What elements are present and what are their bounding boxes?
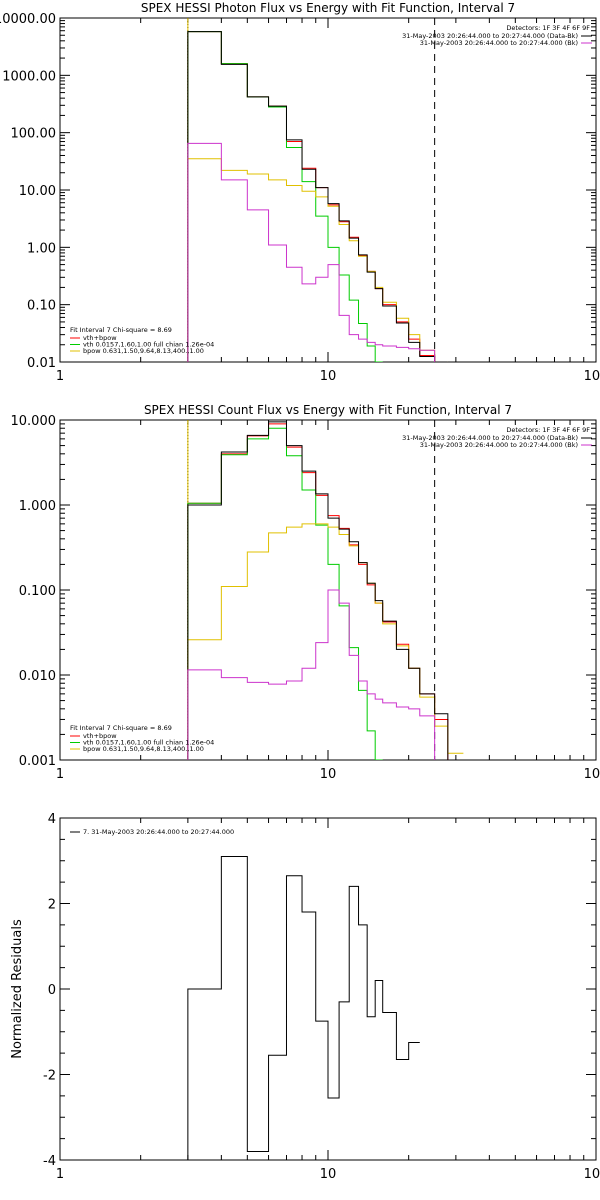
series-group [187,31,448,362]
fit-title: Fit Interval 7 Chi-square = 8.69 [70,326,172,334]
chart-panel-3: 1 10 100 -4 -2 0 2 4 Normalized Residuals 7. 31-M… [10,812,600,1182]
series-4 [187,142,436,362]
series-group [187,855,420,1160]
y-tick-label: 10.00 [19,184,56,199]
chart-title: SPEX HESSI Photon Flux vs Energy with Fi… [141,1,515,15]
series-3 [187,421,449,760]
fit-legend-entry: bpow 0.631,1.50,9.64,8.13,400.,1.00 [83,347,204,355]
y-tick-label: 1000.00 [2,69,56,84]
series-vth-bpow [187,423,449,760]
y-tick-label: 0 [48,983,56,998]
legend-top-entry: 31-May-2003 20:26:44.000 to 20:27:44.000… [402,434,578,442]
series-0 [187,855,420,1160]
x-tick-label: 100 [584,1167,600,1182]
series-4 [187,589,436,760]
fit-legend-entry: vth+bpow [83,732,117,740]
series-group [187,421,464,760]
y-tick-label: 0.010 [19,669,56,684]
x-tick-label: 1 [56,767,64,782]
y-tick-label: 4 [48,812,56,827]
y-tick-label: 0.01 [27,356,56,371]
y-tick-label: 2 [48,898,56,913]
y-tick-label: 0.10 [27,299,56,314]
y-axis-label: Normalized Residuals [10,919,25,1059]
y-tick-label: 0.001 [19,754,56,769]
legend-top-entry: 31-May-2003 20:26:44.000 to 20:27:44.000… [420,441,578,449]
y-tick-label: 0.100 [19,584,56,599]
series-bpow [187,523,464,760]
chart-panel-1: SPEX HESSI Photon Flux vs Energy with Fi… [0,1,600,384]
x-tick-label: 1 [56,1167,64,1182]
legend-top-entry: 31-May-2003 20:26:44.000 to 20:27:44.000… [420,39,578,47]
fit-legend-entry: vth 0.0157,1.60,1.00 full chian 1.26e-04 [83,341,214,349]
x-tick-label: 10 [320,767,337,782]
detectors-label: Detectors: 1F 3F 4F 6F 9F [506,426,590,434]
series-vth [187,427,383,760]
y-tick-label: 1.000 [19,499,56,514]
detectors-label: Detectors: 1F 3F 4F 6F 9F [506,24,590,32]
y-tick-label: 10000.00 [0,12,56,27]
y-tick-label: -2 [43,1069,56,1084]
fit-legend-entry: vth+bpow [83,334,117,342]
chart-title: SPEX HESSI Count Flux vs Energy with Fit… [144,403,512,417]
series-3 [187,31,448,362]
y-tick-label: -4 [43,1154,56,1169]
chart-panel-2: SPEX HESSI Count Flux vs Energy with Fit… [11,403,600,782]
series-vth [187,31,383,362]
fit-legend-entry: vth 0.0157,1.60,1.00 full chian 1.26e-04 [83,739,214,747]
legend-top-entry: 31-May-2003 20:26:44.000 to 20:27:44.000… [402,32,578,40]
x-tick-label: 10 [320,1167,337,1182]
x-tick-label: 100 [584,767,600,782]
series-vth-bpow [187,31,436,362]
y-tick-label: 1.00 [27,241,56,256]
y-tick-label: 100.00 [11,127,57,142]
residual-legend-entry: 7. 31-May-2003 20:26:44.000 to 20:27:44.… [83,828,234,836]
x-tick-label: 1 [56,369,64,384]
x-tick-label: 10 [320,369,337,384]
fit-title: Fit Interval 7 Chi-square = 8.69 [70,724,172,732]
fit-legend-entry: bpow 0.631,1.50,9.64,8.13,400.,1.00 [83,745,204,753]
plot-frame [59,817,597,1161]
y-tick-label: 10.000 [11,414,57,429]
x-tick-label: 100 [584,369,600,384]
